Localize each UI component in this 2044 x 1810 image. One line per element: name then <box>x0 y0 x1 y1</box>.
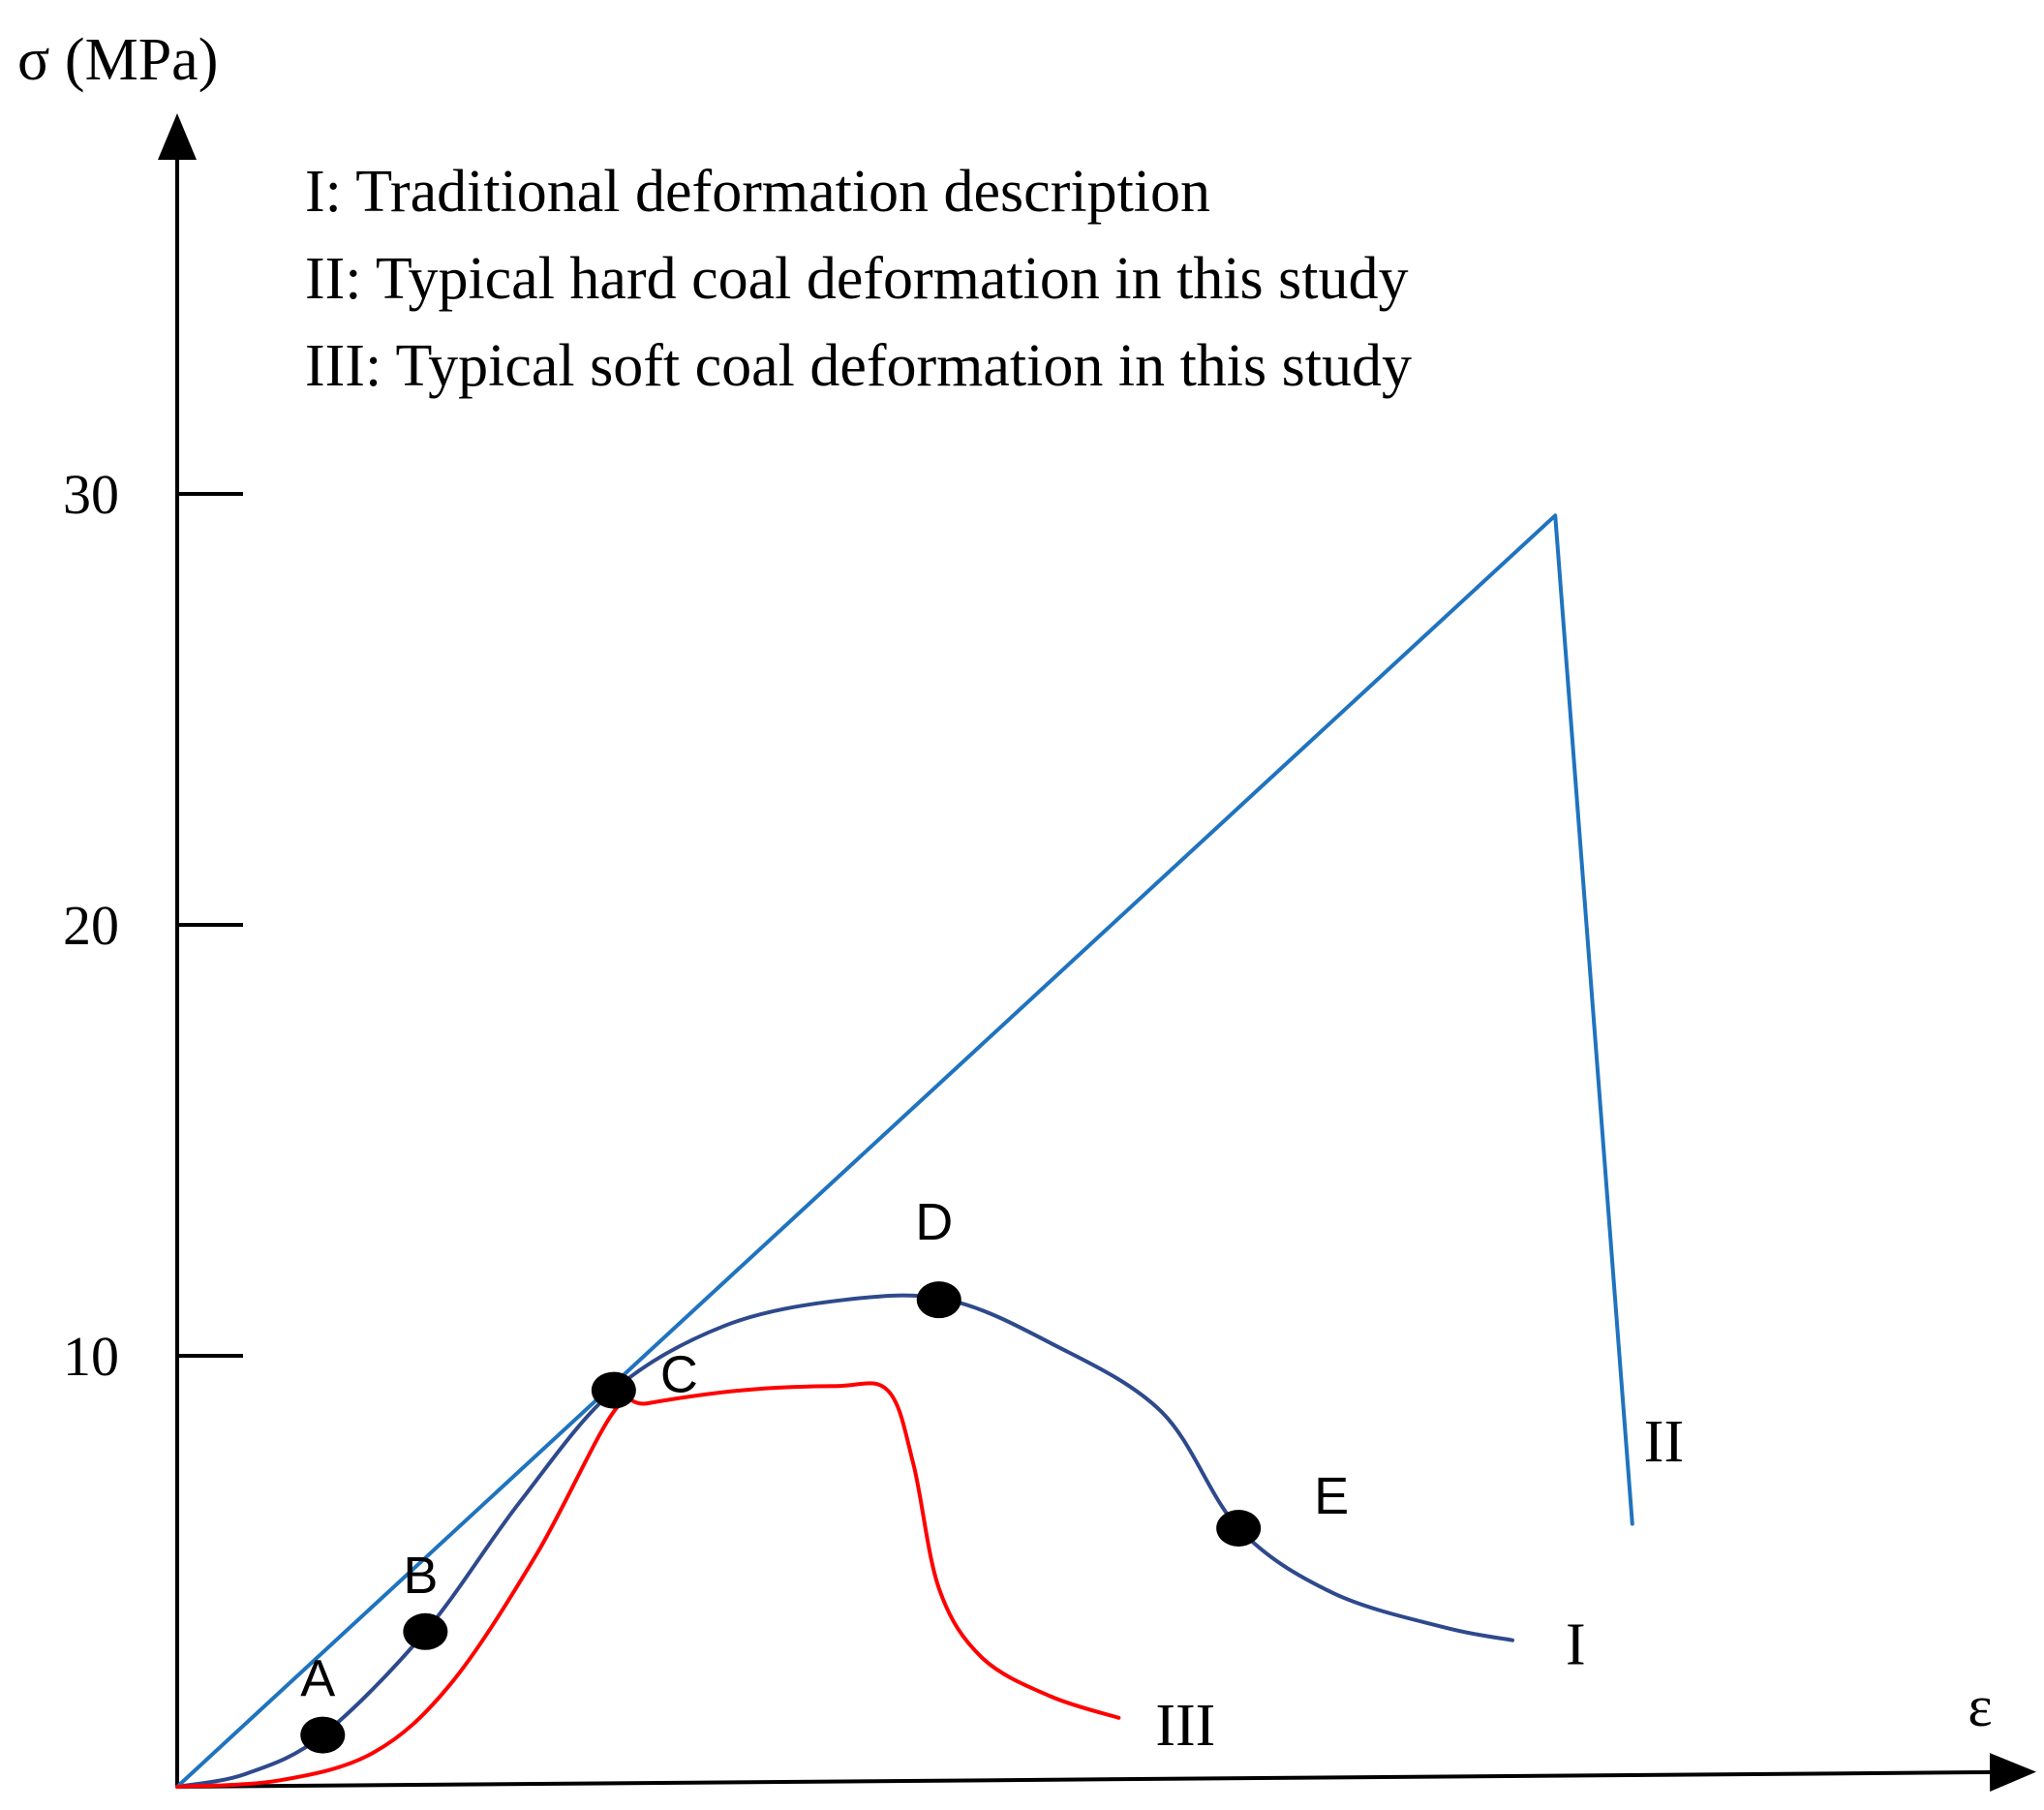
point-A-marker <box>300 1716 346 1754</box>
x-axis-label: ε <box>1968 1674 1992 1738</box>
series-III-line <box>175 1381 1121 1789</box>
y-ticks: 10 20 30 <box>63 463 243 1388</box>
y-tick-label: 20 <box>63 894 119 957</box>
legend-entry-II: II: Typical hard coal deformation in thi… <box>305 246 1409 312</box>
series-III-label: III <box>1155 1693 1215 1759</box>
series-II-label: II <box>1644 1409 1684 1475</box>
series-II-line <box>175 513 1634 1789</box>
point-E-label: E <box>1314 1467 1349 1525</box>
y-axis-label: σ (MPa) <box>17 27 218 93</box>
annotation-layer: A B C D E <box>300 1193 1349 1754</box>
point-D-marker <box>916 1281 961 1319</box>
point-D-label: D <box>915 1193 953 1251</box>
x-axis <box>176 1753 2036 1792</box>
series-I-label: I <box>1566 1612 1586 1678</box>
legend-entry-I: I: Traditional deformation description <box>305 159 1210 225</box>
point-C-marker <box>591 1371 636 1409</box>
point-A-label: A <box>300 1650 335 1708</box>
point-B-marker <box>403 1612 448 1650</box>
point-B-label: B <box>403 1547 438 1605</box>
legend: I: Traditional deformation description I… <box>305 159 1412 399</box>
y-tick-label: 10 <box>63 1325 119 1388</box>
legend-entry-III: III: Typical soft coal deformation in th… <box>305 333 1412 399</box>
series-I-line <box>175 1293 1514 1789</box>
y-tick-label: 30 <box>63 463 119 526</box>
point-E-marker <box>1216 1510 1262 1547</box>
point-C-label: C <box>660 1346 698 1404</box>
